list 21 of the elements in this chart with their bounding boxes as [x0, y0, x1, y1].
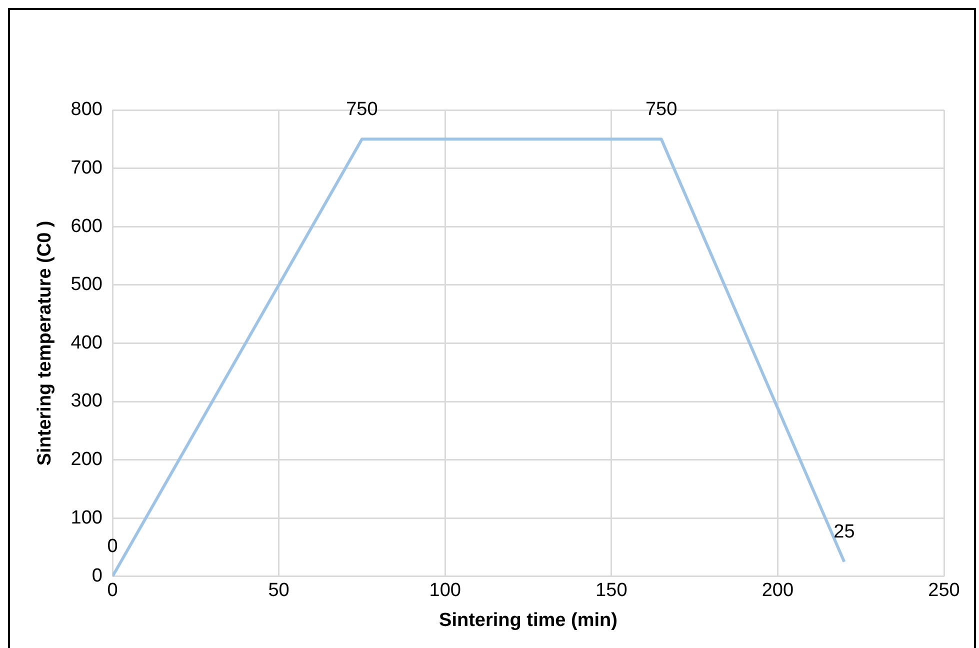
data-label: 25	[834, 522, 855, 543]
y-tick-label: 400	[70, 332, 102, 354]
x-tick-label: 0	[107, 580, 118, 602]
x-axis-title: Sintering time (min)	[439, 610, 618, 631]
x-tick-label: 150	[596, 580, 628, 602]
data-label: 750	[346, 98, 378, 120]
y-tick-label: 200	[70, 449, 102, 470]
y-tick-label: 600	[70, 216, 102, 237]
y-tick-label: 700	[70, 158, 102, 179]
y-tick-label: 300	[70, 390, 102, 412]
y-tick-label: 100	[70, 507, 102, 528]
data-label: 750	[645, 98, 678, 120]
x-tick-label: 100	[429, 580, 461, 602]
y-axis-title: Sintering temperature (C0 )	[34, 220, 56, 466]
x-tick-label: 50	[268, 580, 290, 602]
y-tick-label: 500	[70, 274, 102, 296]
x-tick-label: 200	[762, 580, 794, 602]
y-tick-label: 800	[70, 99, 102, 120]
y-tick-label: 0	[92, 566, 102, 587]
x-tick-label: 250	[928, 580, 960, 602]
data-label: 0	[107, 536, 118, 558]
